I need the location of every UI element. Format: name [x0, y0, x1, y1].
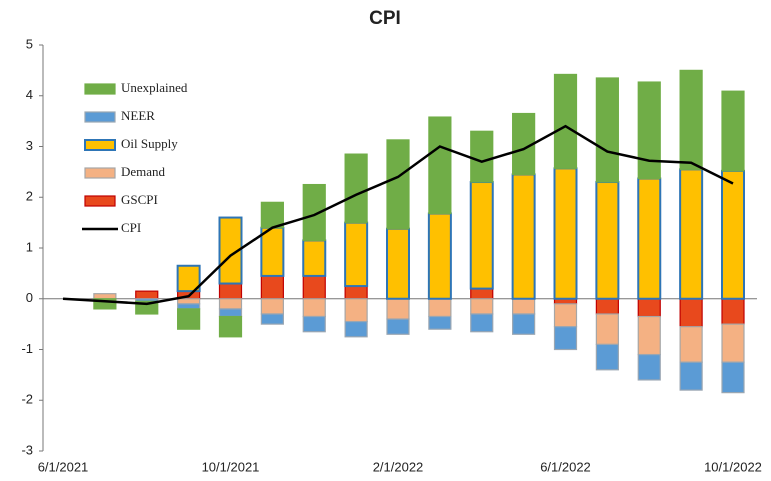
bar-segment: [721, 361, 745, 394]
bar-segment: [386, 318, 410, 335]
bar-segment: [679, 168, 704, 300]
bar-segment: [177, 303, 201, 310]
bar-segment: [428, 315, 452, 330]
bar-segment: [260, 226, 285, 277]
y-tick-label: 0: [26, 290, 33, 305]
legend-label: Oil Supply: [121, 136, 178, 151]
bar-segment: [637, 177, 662, 300]
bar-segment: [595, 343, 619, 371]
bar-segment: [470, 288, 494, 300]
bar-segment: [177, 298, 201, 305]
bar-segment: [679, 326, 703, 363]
legend-label: NEER: [121, 108, 155, 123]
x-tick-label: 6/1/2022: [540, 459, 591, 474]
x-tick-label: 10/1/2021: [202, 459, 260, 474]
legend-swatch: [84, 83, 116, 95]
y-tick-label: -1: [21, 341, 33, 356]
x-tick-label: 6/1/2021: [38, 459, 89, 474]
legend-label: Demand: [121, 164, 166, 179]
bar-segment: [512, 313, 536, 335]
bar-segment: [344, 298, 368, 323]
bar-segment: [302, 239, 327, 277]
bar-segment: [637, 81, 661, 180]
y-tick-label: 1: [26, 239, 33, 254]
x-tick-label: 10/1/2022: [704, 459, 762, 474]
bar-segment: [595, 313, 619, 346]
bar-segment: [679, 69, 703, 170]
bar-segment: [260, 275, 284, 300]
bar-segment: [637, 298, 661, 318]
bar-segment: [721, 298, 745, 325]
bar-segment: [637, 315, 661, 356]
y-tick-label: 5: [26, 36, 33, 51]
legend-label: GSCPI: [121, 192, 158, 207]
bar-segment: [721, 90, 745, 172]
bar-segment: [511, 173, 536, 300]
x-tick-label: 2/1/2022: [373, 459, 424, 474]
bar-segment: [553, 326, 578, 351]
bar-segment: [595, 298, 619, 315]
bar-segment: [386, 227, 410, 300]
bar-segment: [344, 285, 368, 300]
bar-segment: [386, 298, 410, 320]
bar-segment: [218, 282, 243, 300]
bar-segment: [721, 169, 745, 300]
bar-segment: [302, 315, 326, 333]
bar-segment: [93, 293, 117, 300]
bar-segment: [302, 298, 326, 318]
bar-segment: [595, 77, 619, 183]
bar-segment: [428, 116, 452, 215]
legend-label: Unexplained: [121, 80, 188, 95]
bar-segment: [344, 153, 368, 224]
bar-segment: [512, 298, 536, 315]
bar-segment: [470, 298, 494, 315]
bar-segment: [470, 130, 494, 183]
bar-segment: [721, 323, 745, 363]
bar-segment: [218, 216, 243, 285]
y-tick-label: 3: [26, 138, 33, 153]
chart-title: CPI: [369, 8, 401, 29]
y-tick-label: 2: [26, 189, 33, 204]
legend-swatch: [84, 195, 116, 207]
bar-segment: [302, 275, 326, 300]
bar-segment: [218, 298, 243, 310]
bar-segment: [344, 320, 368, 338]
bar-segment: [344, 221, 369, 288]
bar-segment: [218, 315, 243, 338]
bar-segment: [218, 308, 243, 318]
legend-label: CPI: [121, 220, 141, 235]
bar-segment: [386, 139, 410, 230]
bar-segment: [637, 353, 661, 381]
y-tick-label: 4: [26, 87, 33, 102]
legend-swatch: [84, 139, 116, 151]
bar-segment: [135, 290, 159, 300]
bar-segment: [93, 298, 117, 310]
bar-segment: [428, 298, 452, 318]
y-tick-label: -3: [21, 442, 33, 457]
bar-segment: [553, 303, 578, 328]
bar-segment: [553, 73, 578, 169]
bar-segment: [176, 264, 201, 293]
bar-segment: [260, 313, 284, 325]
bar-segment: [260, 298, 284, 315]
bar-segment: [679, 298, 703, 328]
legend-swatch: [84, 111, 116, 123]
bar-segment: [302, 183, 326, 241]
bar-segment: [679, 361, 703, 391]
bar-segment: [469, 181, 494, 290]
bar-segment: [553, 167, 578, 300]
y-tick-label: -2: [21, 392, 33, 407]
legend-swatch: [84, 167, 116, 179]
bar-segment: [595, 181, 620, 300]
bar-segment: [470, 313, 494, 333]
bar-segment: [260, 201, 284, 229]
bar-segment: [177, 308, 201, 330]
bar-segment: [427, 212, 452, 300]
cpi-line: [62, 124, 734, 306]
